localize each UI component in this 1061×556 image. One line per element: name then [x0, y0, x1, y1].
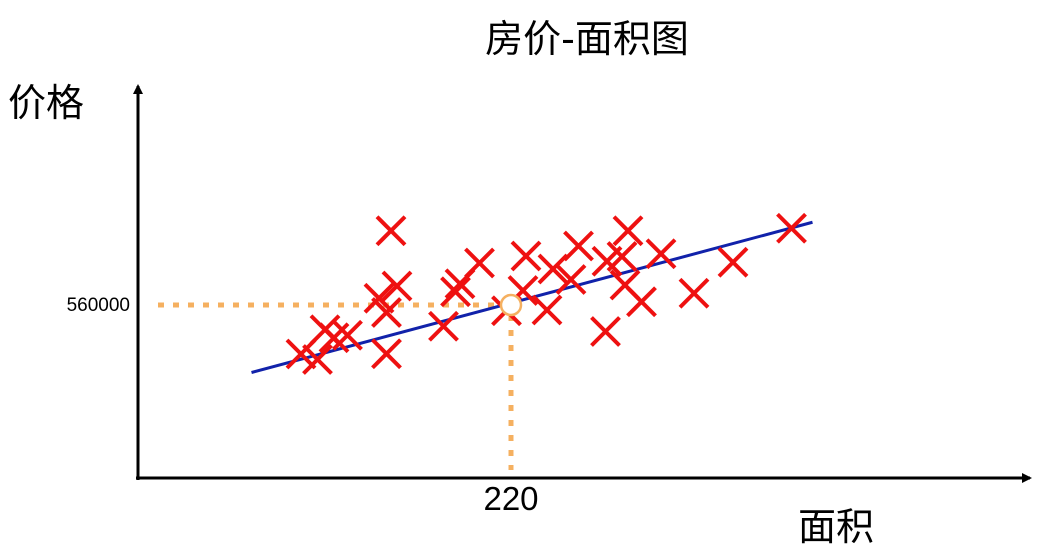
data-point-stroke: [302, 344, 333, 375]
data-point: [606, 241, 638, 272]
data-point-stroke: [375, 215, 407, 247]
data-point-stroke: [332, 319, 363, 351]
data-point: [590, 316, 621, 347]
data-point: [645, 238, 677, 270]
data-point-stroke: [464, 247, 495, 279]
data-point: [464, 247, 495, 279]
data-point-stroke: [606, 241, 638, 272]
data-point: [371, 297, 402, 328]
data-point: [285, 338, 317, 370]
data-point: [428, 310, 459, 342]
y-axis-label: 价格: [8, 81, 84, 125]
data-point-stroke: [285, 338, 317, 370]
highlight-point: [499, 293, 523, 317]
highlight-guides: [158, 302, 514, 470]
data-point: [563, 230, 594, 262]
data-point-stroke: [428, 310, 459, 342]
data-point-stroke: [645, 238, 677, 270]
data-point: [363, 282, 395, 314]
data-point: [626, 286, 657, 318]
data-point-stroke: [537, 253, 569, 285]
data-point-stroke: [590, 316, 621, 347]
data-point: [332, 319, 363, 351]
data-point-stroke: [626, 286, 657, 318]
data-point-stroke: [371, 297, 402, 328]
data-point-stroke: [609, 269, 641, 301]
data-point: [776, 212, 807, 244]
highlight-point-group: [499, 293, 523, 317]
data-point: [375, 215, 407, 247]
chart-title: 房价-面积图: [485, 17, 689, 61]
data-point-stroke: [563, 230, 594, 262]
y-tick-label: 560000: [67, 295, 130, 316]
data-point: [531, 294, 563, 326]
data-point: [302, 344, 333, 375]
data-point-stroke: [371, 338, 402, 370]
scatter-points: [285, 212, 807, 375]
data-point-stroke: [510, 240, 542, 272]
data-point-stroke: [776, 212, 807, 244]
data-point-stroke: [381, 270, 413, 302]
data-point: [371, 338, 402, 370]
data-point-stroke: [531, 294, 563, 326]
x-tick-label: 220: [483, 480, 538, 517]
data-point-stroke: [717, 246, 749, 278]
data-point: [381, 270, 413, 302]
data-point-stroke: [678, 277, 710, 309]
data-point-stroke: [555, 264, 587, 295]
data-point: [440, 276, 471, 308]
data-point: [678, 277, 710, 309]
data-point-stroke: [612, 215, 644, 247]
data-point: [537, 253, 569, 285]
x-axis-label: 面积: [798, 505, 874, 549]
data-point: [612, 215, 644, 247]
data-point-stroke: [363, 282, 395, 314]
data-point-stroke: [440, 276, 471, 308]
data-point: [510, 240, 542, 272]
data-point: [717, 246, 749, 278]
data-point: [555, 264, 587, 295]
axes: [133, 84, 1032, 483]
